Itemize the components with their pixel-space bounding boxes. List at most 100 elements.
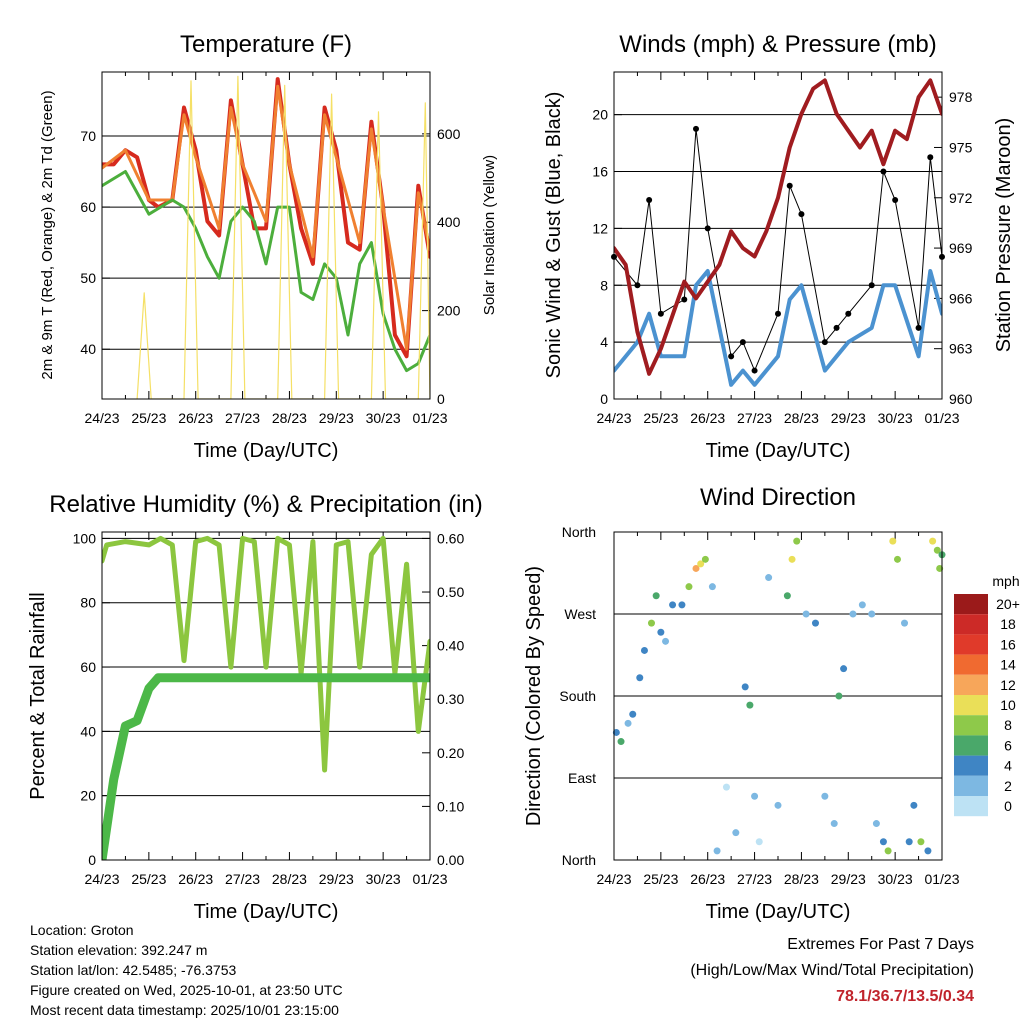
winds-point <box>751 367 758 374</box>
wind_direction-point <box>929 537 937 545</box>
wind_direction-point <box>905 838 913 846</box>
wind_direction-legend-swatch <box>954 715 988 736</box>
temperature-y2tick-label: 400 <box>437 214 461 230</box>
extremes-values: 78.1/36.7/13.5/0.34 <box>836 988 974 1005</box>
winds-ytick-label: 20 <box>592 107 608 123</box>
temperature-ytick-label: 50 <box>80 270 96 286</box>
winds-frame <box>613 71 943 400</box>
wind_direction-point <box>917 838 925 846</box>
humidity-y2tick-label: 0.60 <box>437 530 464 546</box>
extremes-heading: Extremes For Past 7 Days <box>787 936 974 953</box>
winds-xtick-label: 01/23 <box>924 410 959 426</box>
humidity-series-total-rainfall <box>102 673 430 860</box>
wind_direction-legend-label: 4 <box>1004 758 1012 774</box>
humidity-xtick-label: 24/23 <box>84 871 119 887</box>
wind_direction-point <box>901 619 909 627</box>
winds-point <box>634 282 641 289</box>
humidity-panel <box>101 531 431 861</box>
wind_direction-point <box>933 546 941 554</box>
wind_direction-xtick-label: 26/23 <box>690 871 725 887</box>
wind_direction-point <box>612 728 620 736</box>
humidity-y2tick-label: 0.20 <box>437 745 464 761</box>
wind_direction-point <box>732 829 740 837</box>
wind_direction-legend-swatch <box>954 594 988 615</box>
wind_direction-ytick-label: North <box>562 524 596 540</box>
wind_direction-point <box>840 665 848 673</box>
humidity-frame <box>101 531 431 861</box>
temperature-y2tick-label: 0 <box>437 391 445 407</box>
humidity-ylabel: Percent & Total Rainfall <box>27 592 49 800</box>
temperature-y2tick-label: 200 <box>437 303 461 319</box>
humidity-xlabel: Time (Day/UTC) <box>194 901 339 923</box>
winds-y2tick-label: 975 <box>949 139 973 155</box>
wind_direction-point <box>788 555 796 563</box>
humidity-xtick-label: 28/23 <box>272 871 307 887</box>
winds-xtick-label: 28/23 <box>784 410 819 426</box>
winds-point <box>728 353 735 360</box>
wind_direction-point <box>858 601 866 609</box>
winds-y2tick-label: 972 <box>949 190 973 206</box>
temperature-y2label: Solar Insolation (Yellow) <box>481 155 498 315</box>
winds-y2tick-label: 969 <box>949 240 973 256</box>
wind_direction-legend-label: 18 <box>1000 616 1016 632</box>
winds-ytick-label: 16 <box>592 164 608 180</box>
humidity-y2tick-label: 0.00 <box>437 852 464 868</box>
wind_direction-legend-swatch <box>954 654 988 675</box>
wind_direction-point <box>889 537 897 545</box>
winds-xtick-label: 30/23 <box>878 410 913 426</box>
temperature-ytick-label: 60 <box>80 199 96 215</box>
winds-xtick-label: 26/23 <box>690 410 725 426</box>
wind_direction-legend-swatch <box>954 755 988 776</box>
wind_direction-ytick-label: West <box>564 606 596 622</box>
wind_direction-xtick-label: 01/23 <box>924 871 959 887</box>
winds-point <box>657 310 664 317</box>
wind_direction-ytick-label: North <box>562 852 596 868</box>
wind_direction-legend-swatch <box>954 614 988 635</box>
wind_direction-point <box>774 801 782 809</box>
temperature-xtick-label: 30/23 <box>366 410 401 426</box>
wind_direction-point <box>722 783 730 791</box>
winds-point <box>775 310 781 317</box>
winds-point <box>704 225 711 232</box>
wind_direction-xtick-label: 25/23 <box>643 871 678 887</box>
wind_direction-legend-label: 10 <box>1000 697 1016 713</box>
temperature-xtick-label: 01/23 <box>412 410 447 426</box>
humidity-y2tick-label: 0.30 <box>437 691 464 707</box>
wind_direction-point <box>697 560 705 568</box>
wind_direction-xtick-label: 29/23 <box>831 871 866 887</box>
winds-point <box>739 339 746 346</box>
winds-point <box>693 125 699 132</box>
wind_direction-legend-label: 20+ <box>996 596 1020 612</box>
temperature-ytick-label: 40 <box>80 341 96 357</box>
wind_direction-point <box>692 564 700 572</box>
wind_direction-point <box>652 592 660 600</box>
temperature-panel <box>101 71 431 400</box>
wind_direction-xlabel: Time (Day/UTC) <box>706 901 851 923</box>
humidity-xtick-label: 25/23 <box>131 871 166 887</box>
wind_direction-point <box>647 619 655 627</box>
wind_direction-legend-label: 14 <box>1000 657 1016 673</box>
humidity-xtick-label: 27/23 <box>225 871 260 887</box>
winds-xtick-label: 25/23 <box>643 410 678 426</box>
winds-series-gust <box>614 128 942 372</box>
humidity-ytick-label: 100 <box>73 530 97 546</box>
winds-xtick-label: 27/23 <box>737 410 772 426</box>
wind_direction-point <box>746 701 754 709</box>
wind_direction-frame <box>613 531 943 861</box>
wind_direction-point <box>793 537 801 545</box>
wind_direction-point <box>811 619 819 627</box>
humidity-xtick-label: 26/23 <box>178 871 213 887</box>
humidity-xtick-label: 29/23 <box>319 871 354 887</box>
wind_direction-legend-swatch <box>954 775 988 796</box>
wind_direction-legend-title: mph <box>992 573 1019 589</box>
wind_direction-legend-label: 8 <box>1004 717 1012 733</box>
winds-ytick-label: 8 <box>600 277 608 293</box>
wind_direction-point <box>924 847 932 855</box>
wind_direction-point <box>657 628 665 636</box>
temperature-ylabel: 2m & 9m T (Red, Orange) & 2m Td (Green) <box>39 90 56 379</box>
info-elevation: Station elevation: 392.247 m <box>30 942 208 958</box>
humidity-ytick-label: 80 <box>80 595 96 611</box>
humidity-title: Relative Humidity (%) & Precipitation (i… <box>49 491 482 518</box>
humidity-xtick-label: 30/23 <box>366 871 401 887</box>
